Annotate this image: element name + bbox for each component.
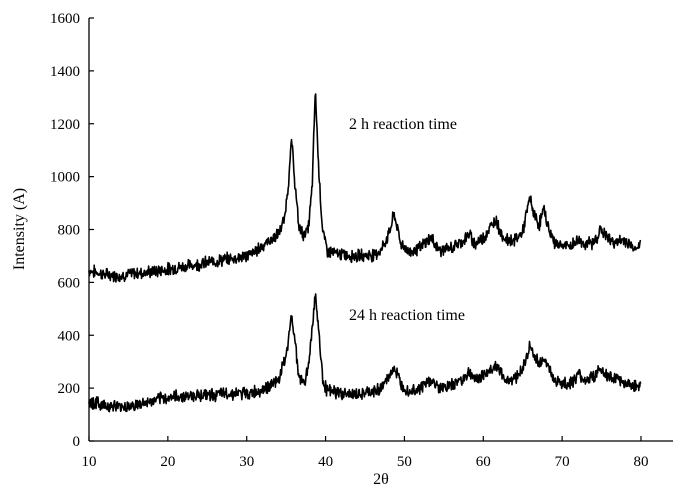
x-tick-label: 70 <box>555 454 570 470</box>
y-tick-label: 1000 <box>50 170 80 186</box>
y-tick-label: 800 <box>58 223 81 239</box>
x-tick-label: 10 <box>82 454 97 470</box>
x-axis-title: 2θ <box>373 471 389 488</box>
plot-lines <box>88 93 642 413</box>
y-tick-label: 200 <box>58 381 81 397</box>
x-tick-label: 40 <box>318 454 333 470</box>
x-tick-label: 80 <box>634 454 649 470</box>
annotation-2h: 2 h reaction time <box>349 116 457 133</box>
y-tick-label: 0 <box>73 434 81 450</box>
y-tick-label: 400 <box>58 328 81 344</box>
y-tick-label: 1400 <box>50 64 80 80</box>
x-tick-label: 50 <box>397 454 412 470</box>
x-tick-label: 20 <box>160 454 175 470</box>
series-line-2h <box>88 93 642 283</box>
y-ticks: 0 200 400 600 800 1000 1200 1400 1600 <box>50 11 94 450</box>
x-tick-label: 60 <box>476 454 491 470</box>
y-tick-label: 1600 <box>50 11 80 27</box>
y-tick-label: 1200 <box>50 117 80 133</box>
annotation-24h: 24 h reaction time <box>349 307 465 324</box>
x-ticks: 10 20 30 40 50 60 70 80 <box>82 436 649 470</box>
x-tick-label: 30 <box>239 454 254 470</box>
series-line-24h <box>88 293 642 413</box>
y-axis-title: Intensity (A) <box>11 188 28 270</box>
y-tick-label: 600 <box>58 275 81 291</box>
